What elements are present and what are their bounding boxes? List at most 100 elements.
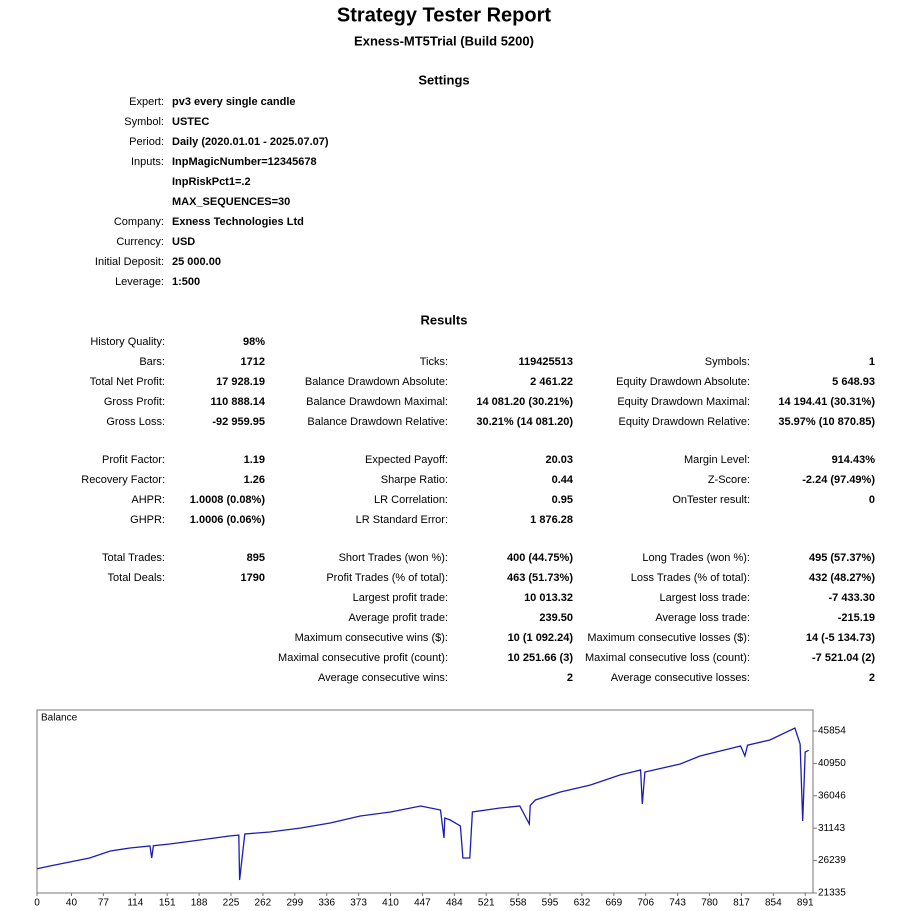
result-value: 14 081.20 (30.21%) — [476, 396, 573, 408]
legend-label: Balance — [41, 713, 78, 724]
result-label: Gross Profit: — [104, 396, 165, 408]
result-value: 10 (1 092.24) — [508, 632, 574, 644]
result-value: 98% — [243, 336, 265, 348]
result-label: Balance Drawdown Absolute: — [305, 376, 448, 388]
setting-value: USTEC — [172, 116, 209, 128]
result-value: -2.24 (97.49%) — [802, 474, 875, 486]
setting-value: USD — [172, 236, 195, 248]
x-tick-label: 0 — [34, 898, 40, 909]
result-value: 35.97% (10 870.85) — [778, 416, 875, 428]
result-value: 1712 — [241, 356, 265, 368]
x-tick-label: 595 — [542, 898, 559, 909]
x-tick-label: 151 — [159, 898, 176, 909]
setting-value: 1:500 — [172, 276, 200, 288]
x-tick-label: 484 — [446, 898, 463, 909]
result-value: 5 648.93 — [832, 376, 875, 388]
result-value: -215.19 — [838, 612, 875, 624]
result-label: Maximum consecutive wins ($): — [295, 632, 448, 644]
x-tick-label: 40 — [66, 898, 78, 909]
x-tick-label: 410 — [382, 898, 399, 909]
result-value: 14 (-5 134.73) — [806, 632, 875, 644]
setting-label: Leverage: — [115, 276, 164, 288]
result-value: 1.19 — [244, 454, 265, 466]
x-tick-label: 188 — [191, 898, 208, 909]
result-label: Profit Trades (% of total): — [326, 572, 448, 584]
result-label: Profit Factor: — [102, 454, 165, 466]
result-value: 30.21% (14 081.20) — [476, 416, 573, 428]
setting-label: Currency: — [116, 236, 164, 248]
result-value: 400 (44.75%) — [507, 552, 573, 564]
result-label: Equity Drawdown Relative: — [619, 416, 750, 428]
x-tick-label: 706 — [637, 898, 654, 909]
setting-value: Daily (2020.01.01 - 2025.07.07) — [172, 136, 329, 148]
result-label: Total Net Profit: — [90, 376, 165, 388]
result-label: Sharpe Ratio: — [381, 474, 448, 486]
result-value: -7 433.30 — [829, 592, 875, 604]
result-value: 2 461.22 — [530, 376, 573, 388]
result-value: 110 888.14 — [211, 396, 266, 408]
result-value: 14 194.41 (30.31%) — [778, 396, 875, 408]
result-label: Balance Drawdown Maximal: — [306, 396, 448, 408]
result-label: Average consecutive wins: — [318, 672, 448, 684]
result-value: 0 — [869, 494, 875, 506]
result-label: LR Correlation: — [374, 494, 448, 506]
result-value: 17 928.19 — [216, 376, 265, 388]
result-label: Recovery Factor: — [81, 474, 165, 486]
result-label: GHPR: — [130, 514, 165, 526]
x-tick-label: 114 — [127, 898, 143, 909]
result-value: 10 251.66 (3) — [508, 652, 574, 664]
result-value: -92 959.95 — [212, 416, 265, 428]
result-label: LR Standard Error: — [356, 514, 448, 526]
result-value: 0.44 — [552, 474, 574, 486]
result-label: Largest loss trade: — [660, 592, 751, 604]
x-tick-label: 299 — [286, 898, 303, 909]
x-tick-label: 743 — [669, 898, 686, 909]
setting-value: 25 000.00 — [172, 256, 221, 268]
setting-label: Company: — [114, 216, 164, 228]
result-label: OnTester result: — [672, 494, 750, 506]
section-title: Results — [421, 312, 468, 327]
x-tick-label: 817 — [733, 898, 750, 909]
y-tick-label: 31143 — [818, 823, 846, 834]
result-label: Average profit trade: — [349, 612, 448, 624]
result-label: Largest profit trade: — [353, 592, 448, 604]
result-value: 1 876.28 — [530, 514, 573, 526]
result-label: Margin Level: — [684, 454, 750, 466]
result-value: 1.26 — [244, 474, 265, 486]
setting-label: Expert: — [129, 96, 164, 108]
result-value: 432 (48.27%) — [809, 572, 875, 584]
report-subtitle: Exness-MT5Trial (Build 5200) — [354, 33, 534, 48]
setting-value: Exness Technologies Ltd — [172, 216, 304, 228]
report-title: Strategy Tester Report — [337, 4, 551, 26]
result-label: Balance Drawdown Relative: — [307, 416, 448, 428]
x-tick-label: 262 — [255, 898, 272, 909]
result-label: Long Trades (won %): — [642, 552, 750, 564]
setting-value: pv3 every single candle — [172, 96, 296, 108]
result-label: Maximal consecutive profit (count): — [278, 652, 448, 664]
x-tick-label: 891 — [797, 898, 814, 909]
result-value: 495 (57.37%) — [809, 552, 875, 564]
x-tick-label: 854 — [765, 898, 782, 909]
result-label: Average loss trade: — [655, 612, 750, 624]
setting-label: Period: — [129, 136, 164, 148]
result-label: Loss Trades (% of total): — [631, 572, 750, 584]
y-tick-label: 36046 — [818, 790, 846, 801]
x-tick-label: 77 — [98, 898, 110, 909]
result-label: AHPR: — [131, 494, 165, 506]
result-label: Symbols: — [705, 356, 750, 368]
result-value: 2 — [869, 672, 875, 684]
setting-value: InpRiskPct1=.2 — [172, 176, 251, 188]
result-value: 1 — [869, 356, 875, 368]
result-value: 20.03 — [545, 454, 573, 466]
setting-label: Initial Deposit: — [95, 256, 164, 268]
section-title: Settings — [418, 72, 469, 87]
result-value: 914.43% — [832, 454, 876, 466]
result-value: 1.0008 (0.08%) — [190, 494, 266, 506]
setting-value: InpMagicNumber=12345678 — [172, 156, 317, 168]
result-label: Expected Payoff: — [365, 454, 448, 466]
result-value: 239.50 — [539, 612, 573, 624]
result-label: Ticks: — [420, 356, 448, 368]
y-tick-label: 21335 — [818, 888, 846, 899]
balance-line — [36, 727, 809, 881]
